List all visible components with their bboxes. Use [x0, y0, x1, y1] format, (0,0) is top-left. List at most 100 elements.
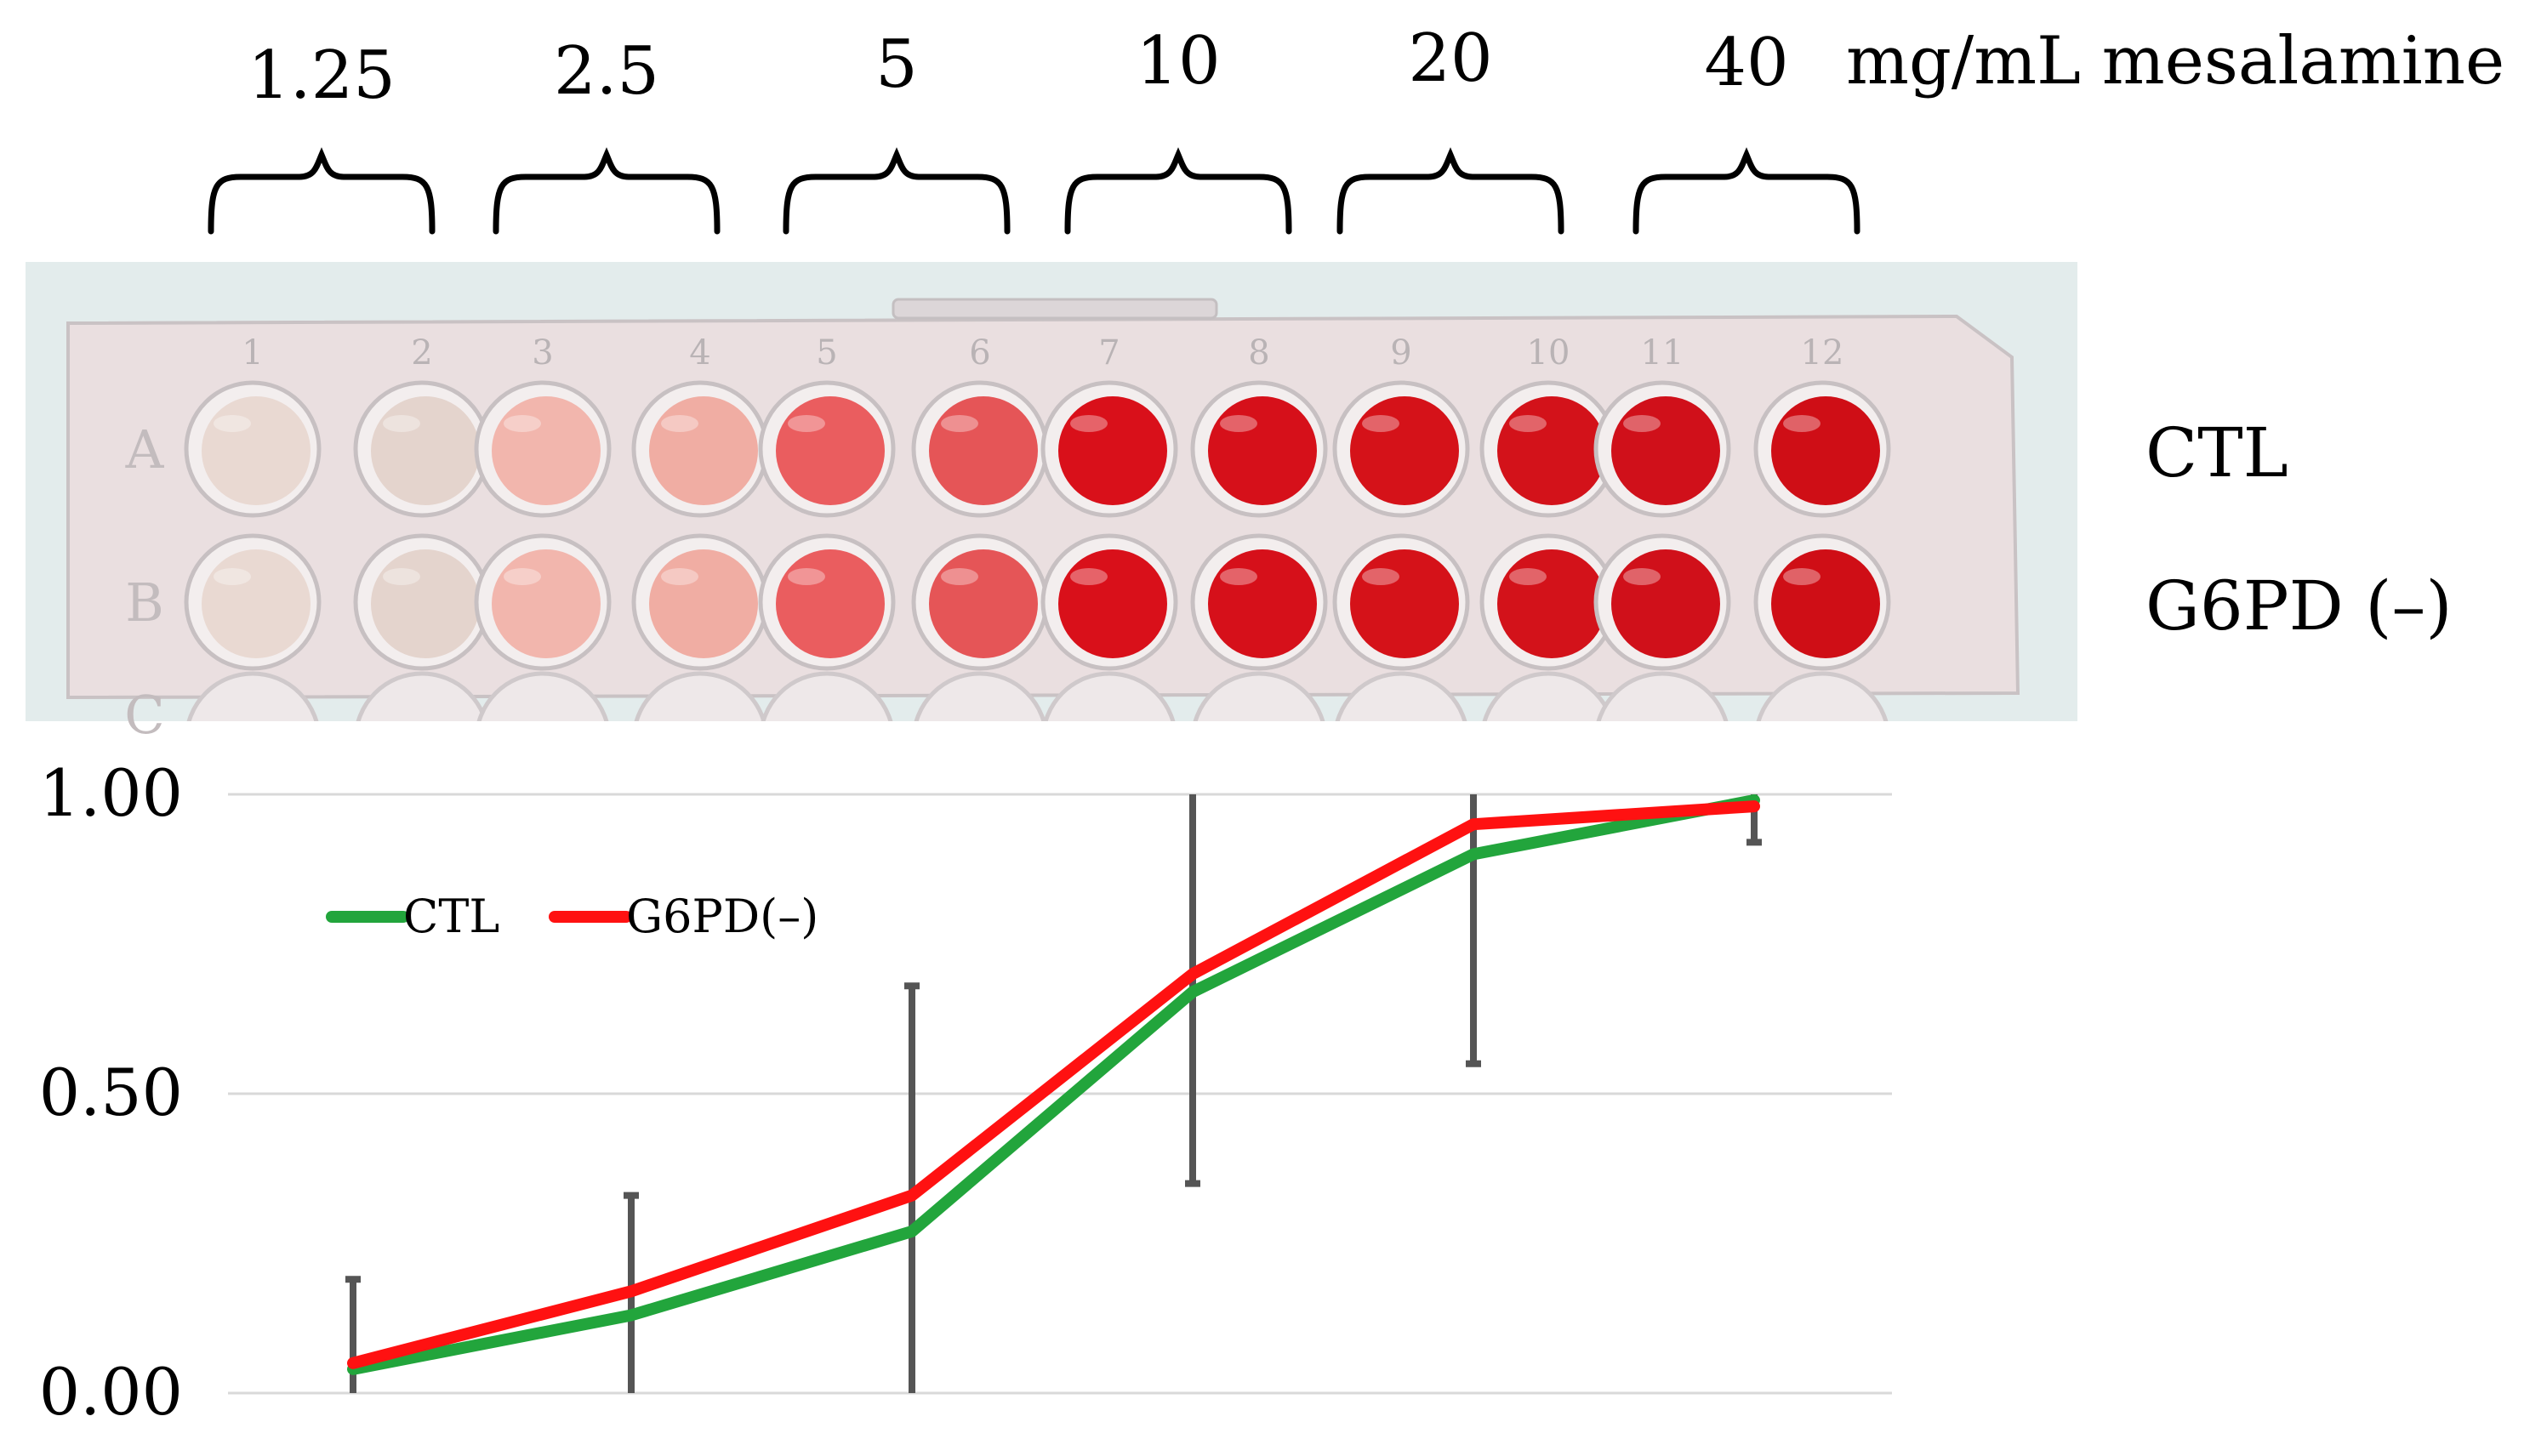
plate-well: [1058, 549, 1167, 658]
plate-body: [66, 314, 2020, 700]
plate-well: [776, 549, 885, 658]
plate-well-highlight: [504, 415, 541, 432]
plate-well: [1350, 396, 1459, 505]
plate-column-number: 10: [1527, 333, 1570, 373]
plate-row-labels: CTL G6PD (–): [2145, 413, 2453, 646]
plate-well: [1771, 396, 1880, 505]
plate-well-empty: [356, 671, 488, 721]
plate-well: [1611, 549, 1720, 658]
plate-well: [649, 396, 758, 505]
y-tick-label: 1.00: [39, 755, 183, 831]
plate-column-number: 7: [1098, 333, 1120, 373]
plate-well-empty: [186, 671, 319, 721]
plate-well-highlight: [1623, 568, 1661, 585]
y-tick-label: 0.50: [39, 1055, 183, 1130]
plate-well: [649, 549, 758, 658]
plate-well: [202, 396, 311, 505]
concentration-label: 2.5: [554, 33, 659, 110]
plate-well-empty: [1482, 671, 1615, 721]
plate-well-highlight: [788, 568, 825, 585]
plate-well-highlight: [214, 568, 251, 585]
plate-well-highlight: [214, 415, 251, 432]
plate-well-highlight: [1623, 415, 1661, 432]
plate-well-empty: [1043, 671, 1176, 721]
plate-well-empty: [634, 671, 766, 721]
plate-well-empty: [476, 671, 609, 721]
series-line-g6pd: [347, 800, 1760, 1369]
chart-gridlines: [228, 793, 1892, 1395]
concentration-labels: 1.25 2.5 5 10 20 40: [248, 20, 1788, 114]
plate-well-empty: [1596, 671, 1729, 721]
plate-column-number: 4: [689, 333, 710, 373]
plate-column-number: 8: [1248, 333, 1269, 373]
plate-well-highlight: [1220, 568, 1257, 585]
plate-well: [371, 396, 480, 505]
plate-row-letter: C: [124, 684, 164, 746]
plate-well: [1208, 549, 1317, 658]
plate-well-highlight: [383, 415, 420, 432]
plate-well: [492, 549, 601, 658]
plate-well-highlight: [1070, 568, 1108, 585]
plate-well-highlight: [941, 415, 978, 432]
chart-series: [347, 794, 1760, 1375]
series-line-ctl: [347, 794, 1760, 1375]
plate-row-c: [186, 671, 1889, 721]
plate-column-number: 2: [411, 333, 432, 373]
plate-row-letter: B: [125, 572, 164, 634]
line-chart: 0.00 0.50 1.00 CTL G6PD(–): [39, 755, 1892, 1430]
plate-well: [1497, 549, 1606, 658]
plate-well: [1350, 549, 1459, 658]
plate-well-highlight: [661, 415, 698, 432]
plate-tab: [892, 298, 1218, 320]
concentration-brace-2: [493, 147, 721, 235]
plate-well: [492, 396, 601, 505]
concentration-label: 20: [1408, 20, 1492, 97]
plate-column-number: 3: [532, 333, 553, 373]
plate-well-highlight: [383, 568, 420, 585]
plate-well-highlight: [661, 568, 698, 585]
concentration-brace-6: [1632, 147, 1860, 235]
concentration-label: 10: [1136, 23, 1220, 100]
plate-well: [371, 549, 480, 658]
concentration-label: 5: [875, 26, 918, 103]
plate-well: [1208, 396, 1317, 505]
concentration-brace-3: [783, 147, 1011, 235]
plate-well-highlight: [1362, 568, 1399, 585]
concentration-braces: [208, 147, 1860, 235]
legend-label: CTL: [403, 890, 499, 943]
plate-column-number: 1: [242, 333, 263, 373]
plate-column-number: 9: [1390, 333, 1411, 373]
plate-well: [202, 549, 311, 658]
plate-well-highlight: [504, 568, 541, 585]
plate-column-number: 6: [969, 333, 990, 373]
plate-well-highlight: [1070, 415, 1108, 432]
concentration-label: 40: [1704, 25, 1788, 101]
y-tick-label: 0.00: [39, 1354, 183, 1430]
plate-row-letter: A: [125, 418, 165, 481]
plate-well: [929, 396, 1038, 505]
concentration-brace-5: [1336, 147, 1564, 235]
plate-well-highlight: [788, 415, 825, 432]
plate-well-highlight: [1509, 415, 1547, 432]
plate-well-empty: [1756, 671, 1889, 721]
plate-well: [776, 396, 885, 505]
plate-well-empty: [1335, 671, 1467, 721]
plate-row-label: G6PD (–): [2145, 566, 2453, 646]
plate-well: [1611, 396, 1720, 505]
plate-well: [1058, 396, 1167, 505]
concentration-brace-1: [208, 147, 436, 235]
chart-legend: CTL G6PD(–): [326, 890, 818, 943]
y-axis-ticks: 0.00 0.50 1.00: [39, 755, 183, 1430]
plate-row-label: CTL: [2145, 413, 2288, 492]
plate-well-highlight: [1783, 415, 1821, 432]
plate-column-number: 11: [1641, 333, 1684, 373]
plate-well-highlight: [1783, 568, 1821, 585]
plate-column-number: 12: [1801, 333, 1844, 373]
plate-well: [929, 549, 1038, 658]
plate-well-empty: [1193, 671, 1325, 721]
legend-label: G6PD(–): [626, 890, 818, 943]
plate-well-highlight: [1220, 415, 1257, 432]
plate-well-empty: [914, 671, 1046, 721]
